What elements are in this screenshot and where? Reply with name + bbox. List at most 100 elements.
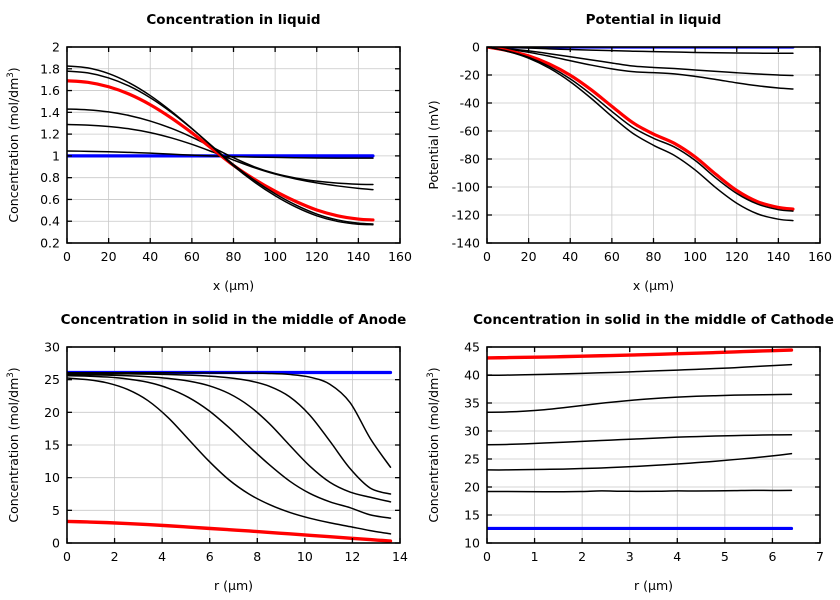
chart-panel-br: Concentration in solid in the middle of …: [426, 312, 834, 593]
xtick-label: 12: [344, 549, 360, 564]
xtick-label: 40: [562, 249, 578, 264]
curve-t6: [487, 47, 794, 222]
xtick-label: 160: [388, 249, 412, 264]
chart-panel-tr: Potential in liquid 0 20 40 60 80 100 120 140 160…: [426, 12, 832, 293]
curve-t4: [487, 393, 793, 413]
ytick-label: 0.4: [40, 214, 60, 229]
y-axis-label: Concentration (mol/dm3): [6, 67, 21, 222]
xtick-label: 80: [646, 249, 662, 264]
ytick-label: 5: [52, 503, 60, 518]
ytick-label: 20: [464, 480, 480, 495]
curve-t1: [487, 47, 794, 55]
xtick-label: 5: [721, 549, 729, 564]
curve-t5: [67, 373, 392, 495]
xtick-label: 0: [63, 549, 71, 564]
plot-title: Concentration in solid in the middle of …: [61, 312, 407, 328]
xtick-label: 0: [483, 549, 491, 564]
xtick-label: 120: [305, 249, 329, 264]
curve-t1: [487, 489, 793, 493]
ytick-label: 1.6: [40, 83, 60, 98]
plot-panel-concentration-anode: Concentration in solid in the middle of …: [0, 300, 420, 600]
plot-panel-potential-liquid: Potential in liquid 0 20 40 60 80 100 120 140 160…: [420, 0, 840, 300]
xtick-label: 100: [683, 249, 707, 264]
ytick-label: 1.4: [40, 105, 60, 120]
plot-title: Potential in liquid: [586, 12, 722, 28]
ytick-label: 45: [464, 340, 480, 355]
ytick-label: 0.6: [40, 192, 60, 207]
gridlines: [487, 347, 820, 543]
axis-ticks: 0 20 40 60 80 100 120 140 160 0.2 0.4 0.6 0.8 1 1.2 1.4…: [40, 40, 412, 265]
plot-panel-concentration-cathode: Concentration in solid in the middle of …: [420, 300, 840, 600]
x-axis-label: r (μm): [634, 578, 673, 593]
xtick-label: 10: [297, 549, 313, 564]
data-curves: [67, 65, 375, 226]
curve-t6-red: [487, 348, 794, 360]
xtick-label: 140: [766, 249, 790, 264]
curve-t4: [67, 374, 392, 503]
xtick-label: 60: [184, 249, 200, 264]
ytick-label: -80: [460, 152, 480, 167]
ytick-label: 10: [464, 536, 480, 551]
axis-ticks: 0 2 4 6 8 10 12 14 0 5 10 15 20 25 30: [44, 340, 408, 565]
ytick-label: 30: [464, 424, 480, 439]
ytick-label: 20: [44, 405, 60, 420]
ytick-label: 0: [472, 40, 480, 55]
y-axis-label: Potential (mV): [426, 100, 441, 189]
plot-panel-concentration-liquid: Concentration in liquid 0 20 40 60 80 100 120 14…: [0, 0, 420, 300]
y-axis-label: Concentration (mol/dm3): [6, 367, 21, 522]
curve-t3: [67, 375, 392, 519]
data-curves: [487, 348, 794, 531]
curve-t5: [67, 70, 374, 225]
ytick-label: 25: [464, 452, 480, 467]
curve-t2: [67, 377, 392, 535]
ytick-label: 1.8: [40, 61, 60, 76]
ytick-label: 2: [52, 40, 60, 55]
ytick-label: 15: [464, 508, 480, 523]
ytick-label: 35: [464, 396, 480, 411]
xtick-label: 6: [206, 549, 214, 564]
curve-t1-red: [67, 519, 393, 543]
curve-t4-red: [487, 47, 795, 211]
xtick-label: 60: [604, 249, 620, 264]
curve-t2: [487, 47, 794, 77]
xtick-label: 2: [111, 549, 119, 564]
curve-t5: [487, 47, 794, 212]
xtick-label: 4: [158, 549, 166, 564]
xtick-label: 6: [768, 549, 776, 564]
ytick-label: 10: [44, 470, 60, 485]
x-axis-label: r (μm): [214, 578, 253, 593]
curve-t6: [67, 65, 374, 226]
xtick-label: 100: [263, 249, 287, 264]
gridlines: [67, 347, 400, 543]
xtick-label: 20: [521, 249, 537, 264]
ytick-label: 40: [464, 368, 480, 383]
plot-title: Concentration in solid in the middle of …: [473, 312, 834, 328]
x-axis-label: x (μm): [633, 278, 674, 293]
ytick-label: 15: [44, 438, 60, 453]
curve-t3: [487, 434, 793, 446]
xtick-label: 140: [346, 249, 370, 264]
ytick-label: -100: [452, 180, 480, 195]
xtick-label: 14: [392, 549, 408, 564]
chart-panel-tl: Concentration in liquid 0 20 40 60 80 100 120 14…: [6, 12, 412, 293]
xtick-label: 8: [253, 549, 261, 564]
curve-t3: [487, 47, 794, 90]
data-curves: [487, 47, 795, 222]
curve-t3: [67, 108, 374, 186]
xtick-label: 3: [626, 549, 634, 564]
ytick-label: 0.8: [40, 170, 60, 185]
axes-frame: [486, 346, 821, 544]
y-axis-label: Concentration (mol/dm3): [426, 367, 441, 522]
ytick-label: 0: [52, 536, 60, 551]
xtick-label: 20: [101, 249, 117, 264]
xtick-label: 0: [483, 249, 491, 264]
curve-t2: [487, 452, 793, 471]
ytick-label: -120: [452, 208, 480, 223]
xtick-label: 2: [578, 549, 586, 564]
ytick-label: 0.2: [40, 236, 60, 251]
xtick-label: 160: [808, 249, 832, 264]
xtick-label: 40: [142, 249, 158, 264]
ytick-label: 1: [52, 148, 60, 163]
